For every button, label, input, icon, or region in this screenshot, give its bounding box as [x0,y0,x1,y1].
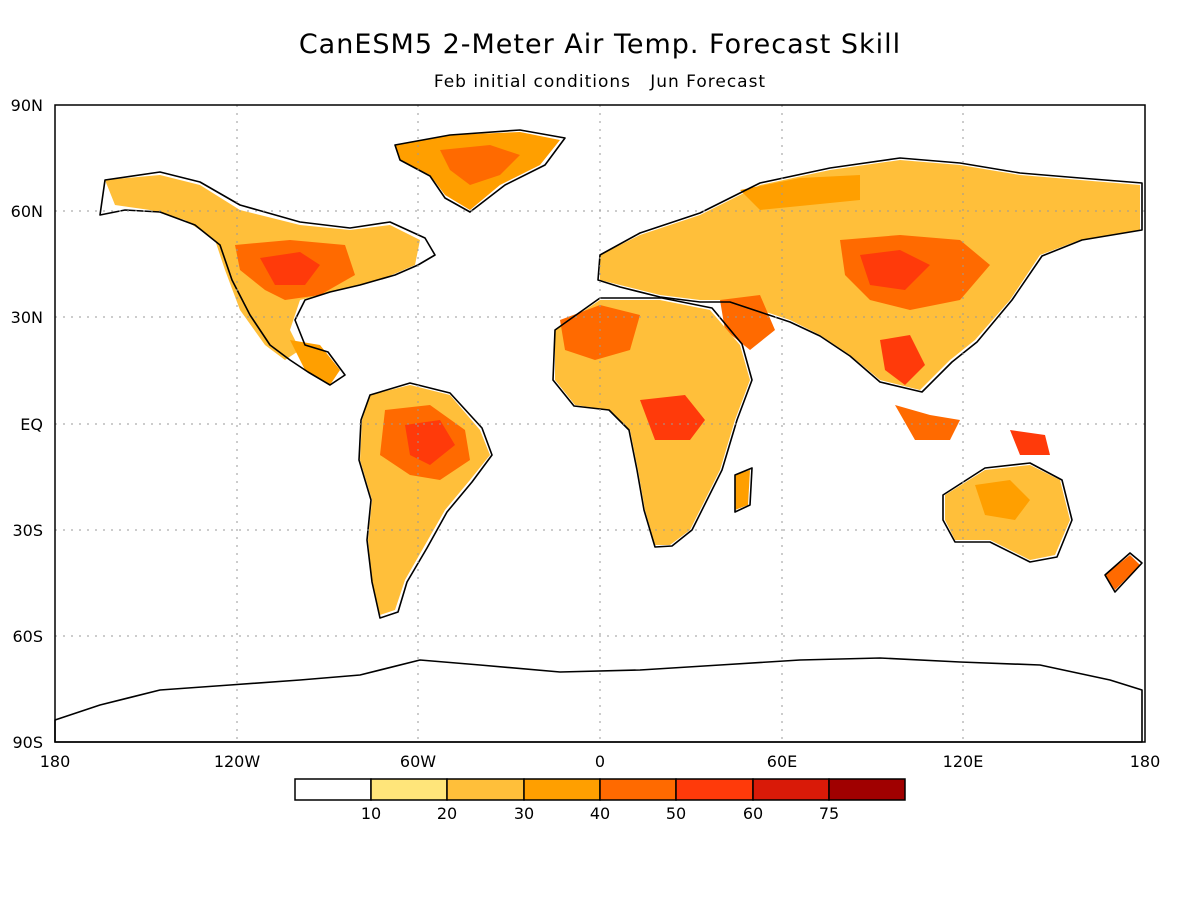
gridlines [55,105,1145,742]
colorbar: 10 20 30 40 50 60 75 [294,778,906,823]
latitude-axis: 90N 60N 30N EQ 30S 60S 90S [11,96,43,752]
new-zealand-coastline [1104,552,1143,593]
skill-region-sahara [560,305,640,360]
lon-label-120w: 120W [214,752,261,771]
colorbar-label-60: 60 [743,804,763,823]
colorbar-label-30: 30 [514,804,534,823]
colorbar-swatch-7 [828,778,906,801]
colorbar-swatch-2 [446,778,525,801]
lat-label-30n: 30N [11,308,43,327]
skill-region-mongolia [860,250,930,290]
skill-region-central-africa [640,395,705,440]
skill-region-indonesia [895,405,960,440]
eurasia-coastline [597,157,1143,393]
map-frame [54,104,1146,743]
lat-label-60s: 60S [12,627,43,646]
colorbar-label-40: 40 [590,804,610,823]
skill-region-new-guinea [1010,430,1050,455]
lat-label-90n: 90N [11,96,43,115]
colorbar-label-50: 50 [666,804,686,823]
skill-region-west-siberia [740,175,860,210]
skill-region-indochina [880,335,925,385]
colorbar-label-75: 75 [819,804,839,823]
australia-coastline [942,462,1073,563]
lat-label-30s: 30S [12,521,43,540]
colorbar-swatch-5 [675,778,754,801]
north-america-coastline [99,171,436,386]
greenland-coastline [394,129,566,213]
skill-region-amazon-core [405,420,455,465]
madagascar-coastline [734,467,753,513]
lon-label-60w: 60W [400,752,436,771]
map-title: CanESM5 2-Meter Air Temp. Forecast Skill [299,29,901,60]
south-america-coastline [358,382,493,619]
skill-region-mexico [290,340,340,385]
lon-label-180w: 180 [40,752,71,771]
lon-label-180e: 180 [1130,752,1161,771]
lon-label-0: 0 [595,752,605,771]
skill-region-new-zealand [1105,555,1140,590]
lat-label-eq: EQ [20,415,43,434]
map-subtitle: Feb initial conditions Jun Forecast [434,72,766,92]
lat-label-90s: 90S [12,733,43,752]
skill-shading [105,132,1140,615]
colorbar-swatch-0 [294,778,372,801]
coastlines [54,129,1143,743]
colorbar-label-10: 10 [361,804,381,823]
antarctica-coastline [54,657,1143,743]
skill-region-middle-east [720,295,775,350]
lon-label-60e: 60E [767,752,797,771]
skill-region-australia-core [975,480,1030,520]
colorbar-label-20: 20 [437,804,457,823]
colorbar-swatch-6 [752,778,830,801]
lat-label-60n: 60N [11,202,43,221]
skill-region-great-plains [260,252,320,285]
map-panel [54,104,1146,743]
colorbar-swatch-1 [370,778,448,801]
skill-region-madagascar [735,470,750,510]
colorbar-swatch-3 [523,778,601,801]
africa-coastline [552,297,753,548]
skill-region-greenland-core [440,145,520,185]
lon-label-120e: 120E [943,752,984,771]
longitude-axis: 180 120W 60W 0 60E 120E 180 [40,752,1161,771]
colorbar-swatch-4 [599,778,677,801]
